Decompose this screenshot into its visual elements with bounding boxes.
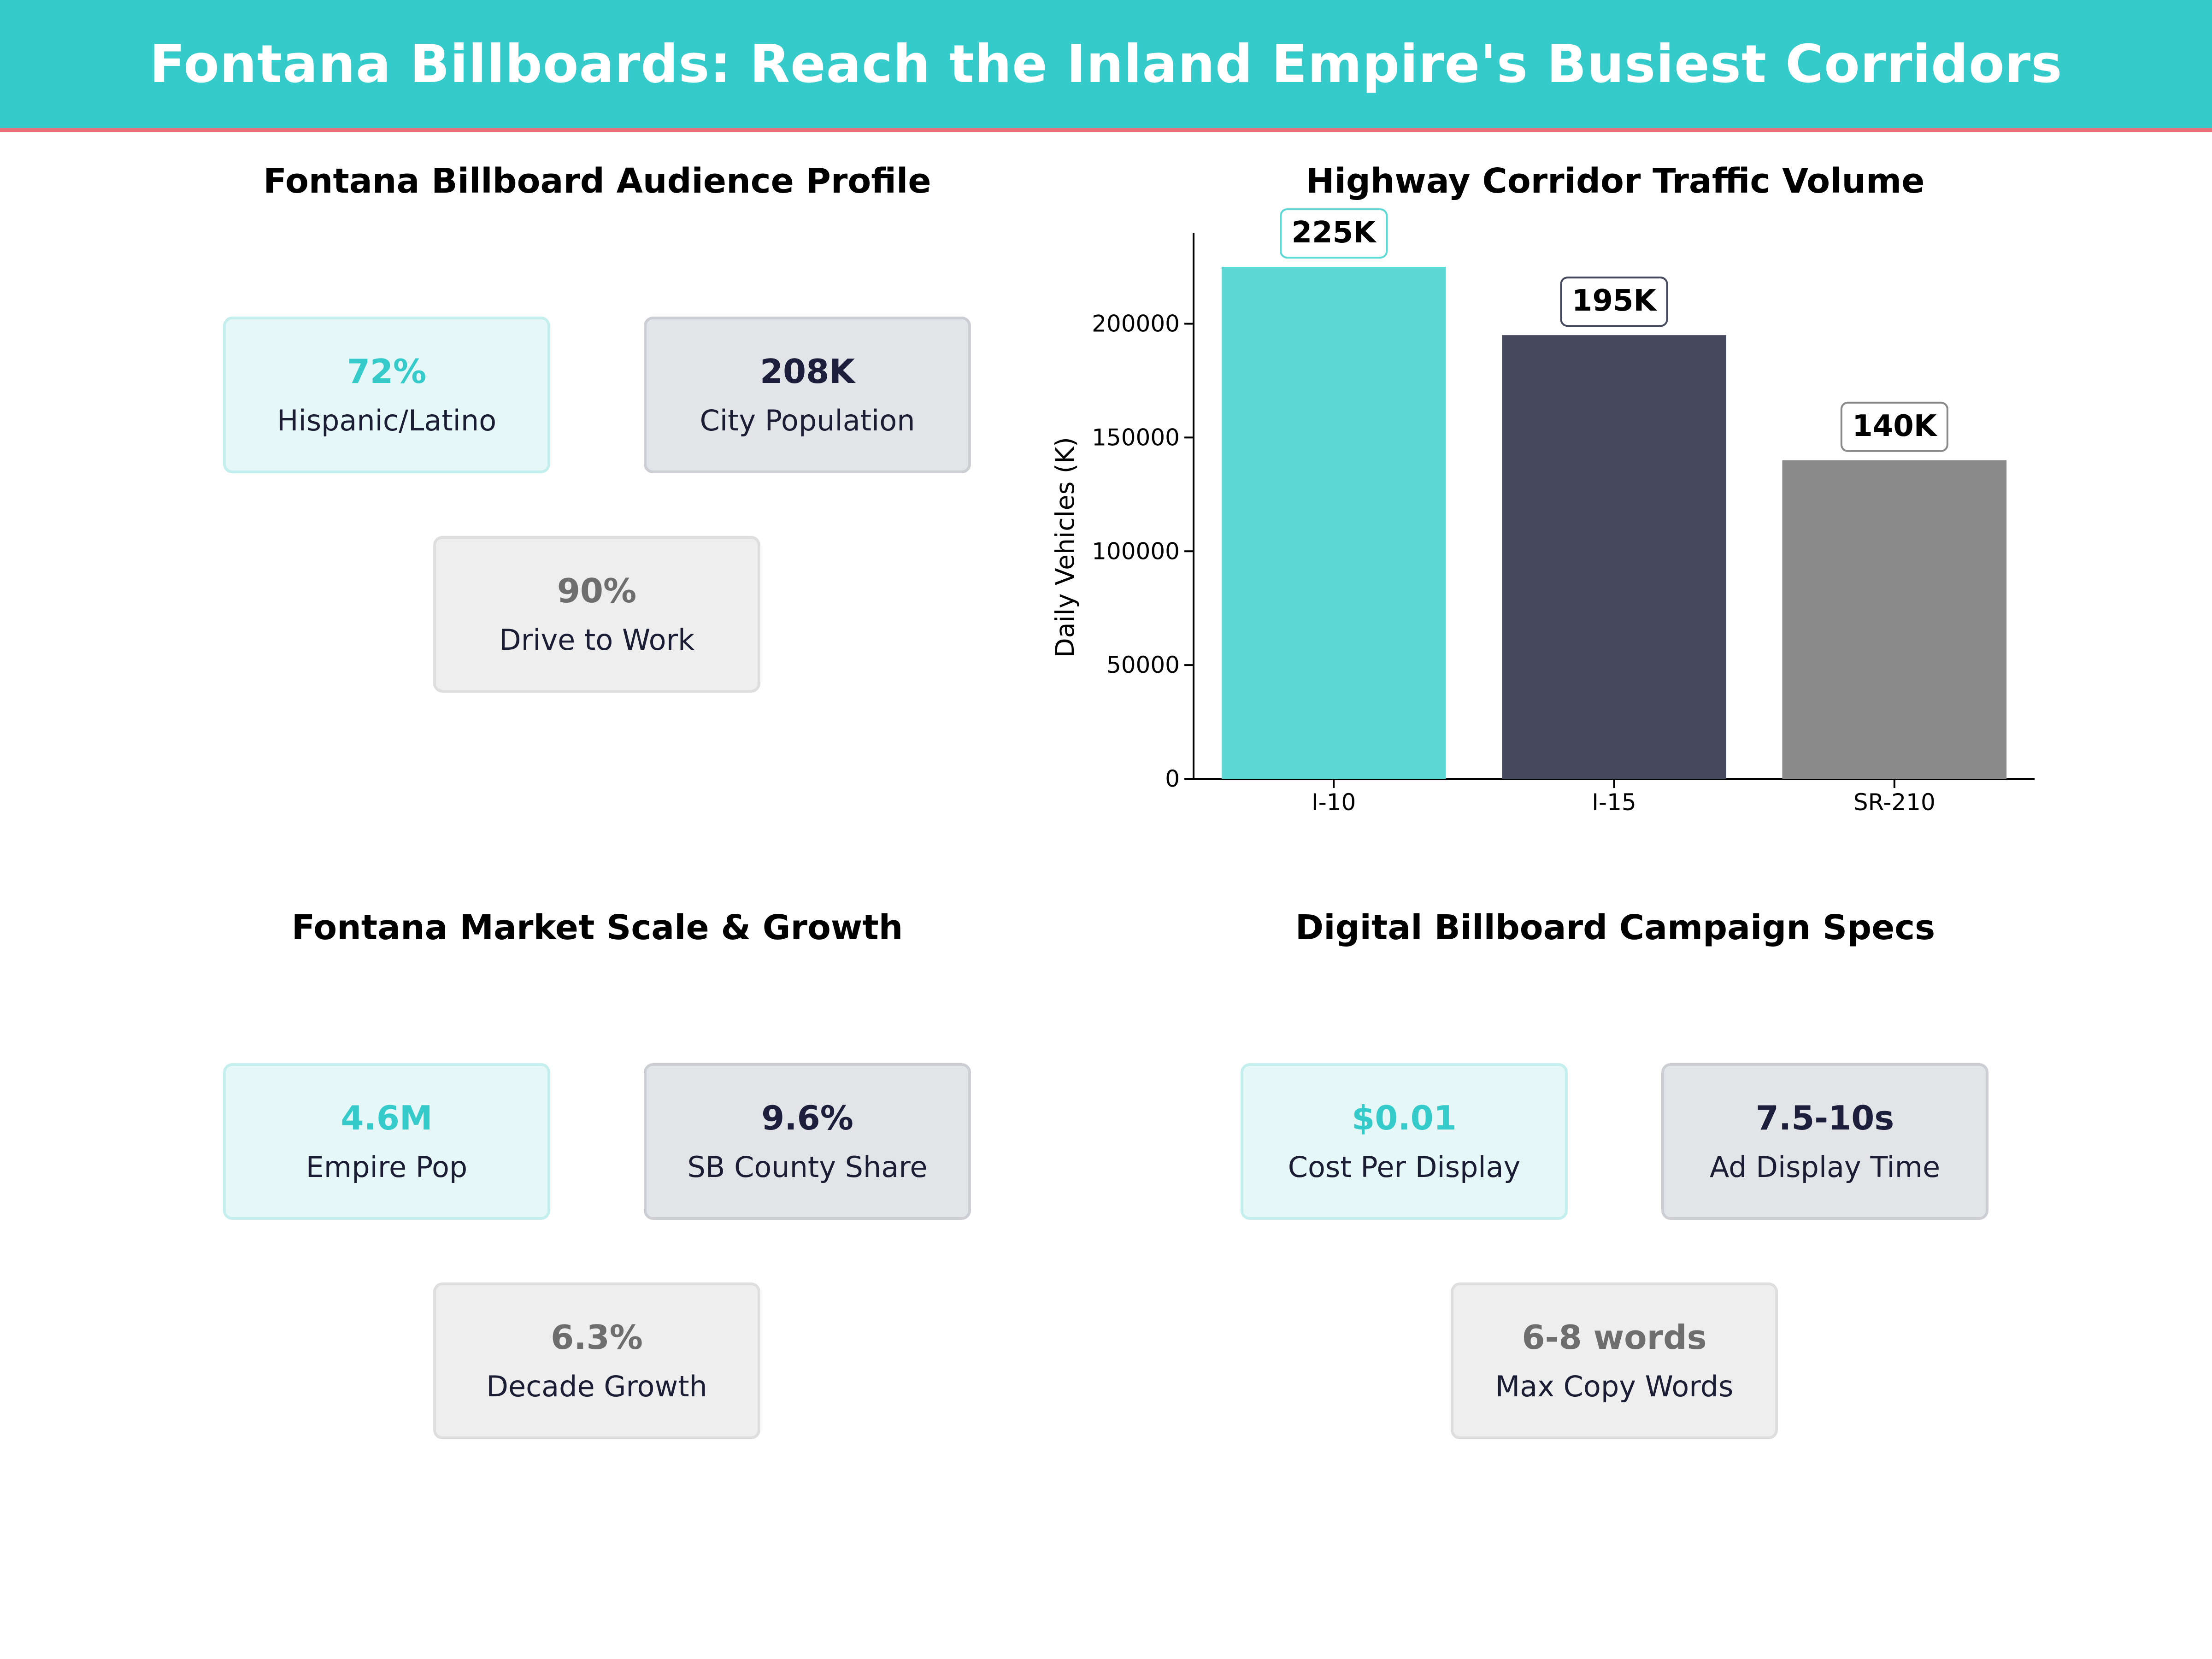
- stat-card-county-share: 9.6% SB County Share: [644, 1063, 971, 1220]
- bar-I-15: [1502, 335, 1726, 779]
- y-tick-label: 50000: [1106, 652, 1180, 678]
- stat-value: 4.6M: [341, 1099, 433, 1137]
- stat-label: Max Copy Words: [1495, 1370, 1734, 1403]
- stat-card-decade-growth: 6.3% Decade Growth: [433, 1282, 760, 1439]
- stat-card-cost-per-display: $0.01 Cost Per Display: [1241, 1063, 1568, 1220]
- stat-value: 208K: [759, 352, 855, 391]
- specs-panel-title: Digital Billboard Campaign Specs: [1295, 908, 1936, 947]
- data-label-box: [1280, 208, 1388, 259]
- y-tick-label: 0: [1165, 765, 1180, 792]
- y-axis-label: Daily Vehicles (K): [1050, 437, 1080, 657]
- x-tick-label: I-10: [1312, 789, 1356, 816]
- stat-value: 7.5-10s: [1755, 1099, 1894, 1137]
- market-panel-title: Fontana Market Scale & Growth: [291, 908, 903, 947]
- x-tick-label: I-15: [1592, 789, 1636, 816]
- stat-card-hispanic: 72% Hispanic/Latino: [223, 317, 550, 473]
- stat-value: 90%: [557, 571, 637, 610]
- stat-value: 72%: [347, 352, 427, 391]
- stat-label: City Population: [700, 404, 915, 437]
- stat-card-ad-display-time: 7.5-10s Ad Display Time: [1661, 1063, 1988, 1220]
- stat-card-city-population: 208K City Population: [644, 317, 971, 473]
- bar-I-10: [1221, 267, 1446, 779]
- stat-label: Hispanic/Latino: [276, 404, 497, 437]
- y-tick-label: 100000: [1092, 538, 1180, 565]
- page-title: Fontana Billboards: Reach the Inland Emp…: [149, 34, 2063, 94]
- stat-label: SB County Share: [687, 1150, 928, 1184]
- data-label-box: [1840, 401, 1948, 452]
- audience-panel-title: Fontana Billboard Audience Profile: [263, 161, 931, 201]
- stat-value: $0.01: [1352, 1099, 1457, 1137]
- stat-card-drive-to-work: 90% Drive to Work: [433, 536, 760, 693]
- stat-label: Empire Pop: [306, 1150, 468, 1184]
- header-banner: Fontana Billboards: Reach the Inland Emp…: [0, 0, 2212, 132]
- stat-value: 9.6%: [761, 1099, 853, 1137]
- stat-card-empire-pop: 4.6M Empire Pop: [223, 1063, 550, 1220]
- data-label-box: [1560, 276, 1668, 327]
- stat-label: Ad Display Time: [1709, 1150, 1941, 1184]
- traffic-panel-title: Highway Corridor Traffic Volume: [1306, 161, 1925, 201]
- stat-label: Cost Per Display: [1288, 1150, 1521, 1184]
- data-label: 225K: [1292, 216, 1377, 250]
- stat-value: 6-8 words: [1522, 1318, 1707, 1357]
- y-tick-label: 150000: [1092, 424, 1180, 451]
- x-tick-label: SR-210: [1853, 789, 1936, 816]
- data-label: 140K: [1852, 409, 1938, 443]
- stat-card-max-copy-words: 6-8 words Max Copy Words: [1451, 1282, 1778, 1439]
- data-label: 195K: [1572, 284, 1658, 318]
- stat-value: 6.3%: [551, 1318, 643, 1357]
- stat-label: Decade Growth: [486, 1370, 707, 1403]
- stat-label: Drive to Work: [499, 623, 694, 657]
- bar-SR-210: [1782, 460, 2007, 779]
- y-tick-label: 200000: [1092, 311, 1180, 337]
